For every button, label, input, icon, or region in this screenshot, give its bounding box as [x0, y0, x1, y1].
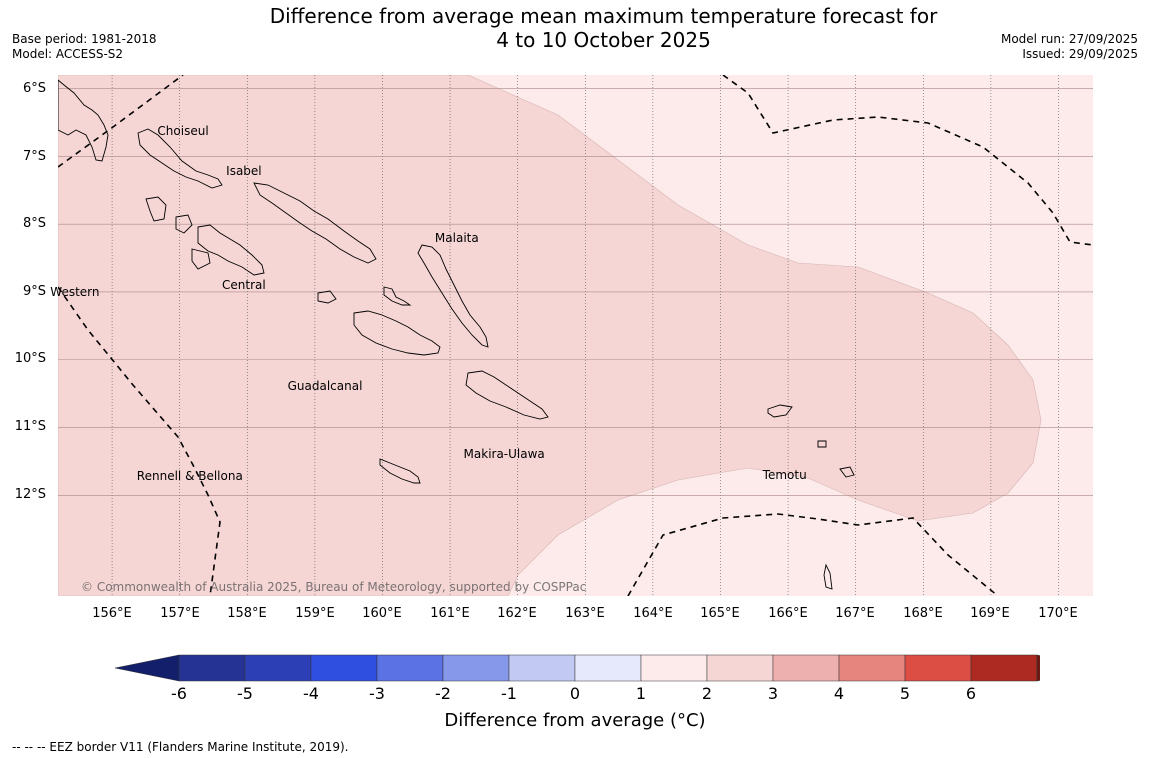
region-label-guadalcanal: Guadalcanal — [287, 378, 363, 393]
colorbar-tick-label: 5 — [899, 684, 911, 703]
colorbar-tick-label: -6 — [171, 684, 187, 703]
lat-label: 11°S — [14, 419, 46, 434]
lon-label: 164°E — [633, 606, 673, 621]
region-label-temotu: Temotu — [762, 468, 807, 483]
colorbar-segment — [904, 654, 972, 682]
colorbar-segment — [838, 654, 906, 682]
colorbar-axis-label: Difference from average (°C) — [444, 710, 706, 731]
choiseul-island — [137, 128, 223, 189]
copyright-notice: © Commonwealth of Australia 2025, Bureau… — [81, 580, 587, 594]
lon-label: 163°E — [565, 606, 605, 621]
bougainville-island — [58, 79, 109, 162]
coastlines — [58, 79, 855, 590]
isabel-island — [253, 182, 377, 264]
colorbar-segment — [376, 654, 444, 682]
colorbar-tick-label: 6 — [965, 684, 977, 703]
colorbar-tick-label: 2 — [701, 684, 713, 703]
issued-text: Issued: 29/09/2025 — [1022, 47, 1138, 61]
colorbar-tick-label: 0 — [569, 684, 581, 703]
lat-label: 10°S — [14, 351, 46, 366]
makira-island — [465, 370, 549, 420]
eez-footnote: -- -- -- EEZ border V11 (Flanders Marine… — [12, 740, 349, 754]
colorbar-tick-label: -1 — [501, 684, 517, 703]
model-text: Model: ACCESS-S2 — [12, 47, 124, 61]
lon-label: 157°E — [160, 606, 200, 621]
colorbar-tick-label: 3 — [767, 684, 779, 703]
region-label-rennell-bellona: Rennell & Bellona — [136, 468, 243, 483]
colorbar-segment — [442, 654, 510, 682]
colorbar-tick-label: -2 — [435, 684, 451, 703]
colorbar-segment — [706, 654, 774, 682]
forecast-map — [58, 75, 1093, 596]
eez-border-lines — [58, 75, 1093, 596]
lon-label: 165°E — [700, 606, 740, 621]
guadalcanal-island — [353, 310, 441, 356]
colorbar-segment — [244, 654, 312, 682]
colorbar-segment — [574, 654, 642, 682]
region-label-malaita: Malaita — [434, 231, 479, 246]
colorbar-tick-label: 4 — [833, 684, 845, 703]
region-label-central: Central — [222, 278, 266, 293]
region-label-choiseul: Choiseul — [157, 123, 209, 138]
colorbar-segment — [178, 654, 246, 682]
lon-label: 170°E — [1038, 606, 1078, 621]
colorbar-under-arrow — [114, 654, 180, 682]
lon-label: 161°E — [430, 606, 470, 621]
lon-label: 159°E — [295, 606, 335, 621]
santa-cruz-islands — [767, 404, 855, 590]
title-line-2: 4 to 10 October 2025 — [496, 28, 711, 52]
rennell-island — [379, 458, 421, 484]
region-label-makira-ulawa: Makira-Ulawa — [463, 447, 545, 461]
colorbar-tick-label: -4 — [303, 684, 319, 703]
anomaly-area-1-2 — [58, 75, 1042, 596]
colorbar-over-arrow — [1036, 654, 1040, 682]
lon-label: 168°E — [903, 606, 943, 621]
colorbar-tick-label: -3 — [369, 684, 385, 703]
lat-label: 8°S — [22, 216, 46, 231]
region-label-western: Western — [50, 284, 100, 299]
colorbar-segment — [640, 654, 708, 682]
colorbar-segment — [970, 654, 1038, 682]
malaita-island — [417, 244, 489, 348]
lon-label: 158°E — [227, 606, 267, 621]
colorbar-segment — [772, 654, 840, 682]
lat-label: 7°S — [22, 149, 46, 164]
lat-label: 9°S — [22, 284, 46, 299]
new-georgia-group — [145, 196, 265, 276]
base-period-text: Base period: 1981-2018 — [12, 32, 157, 46]
lon-label: 169°E — [970, 606, 1010, 621]
colorbar-segment — [508, 654, 576, 682]
colorbar-tick-label: -5 — [237, 684, 253, 703]
lat-label: 12°S — [14, 487, 46, 502]
lon-label: 162°E — [497, 606, 537, 621]
model-run-text: Model run: 27/09/2025 — [1000, 32, 1138, 46]
russell-islands — [317, 286, 412, 306]
title-line-1: Difference from average mean maximum tem… — [269, 4, 938, 28]
graticule — [58, 75, 1093, 596]
region-label-isabel: Isabel — [226, 163, 262, 178]
colorbar — [114, 654, 1040, 682]
colorbar-segment — [310, 654, 378, 682]
colorbar-tick-label: 1 — [635, 684, 647, 703]
lon-label: 160°E — [362, 606, 402, 621]
lon-label: 166°E — [768, 606, 808, 621]
lat-label: 6°S — [22, 81, 46, 96]
lon-label: 167°E — [835, 606, 875, 621]
lon-label: 156°E — [92, 606, 132, 621]
